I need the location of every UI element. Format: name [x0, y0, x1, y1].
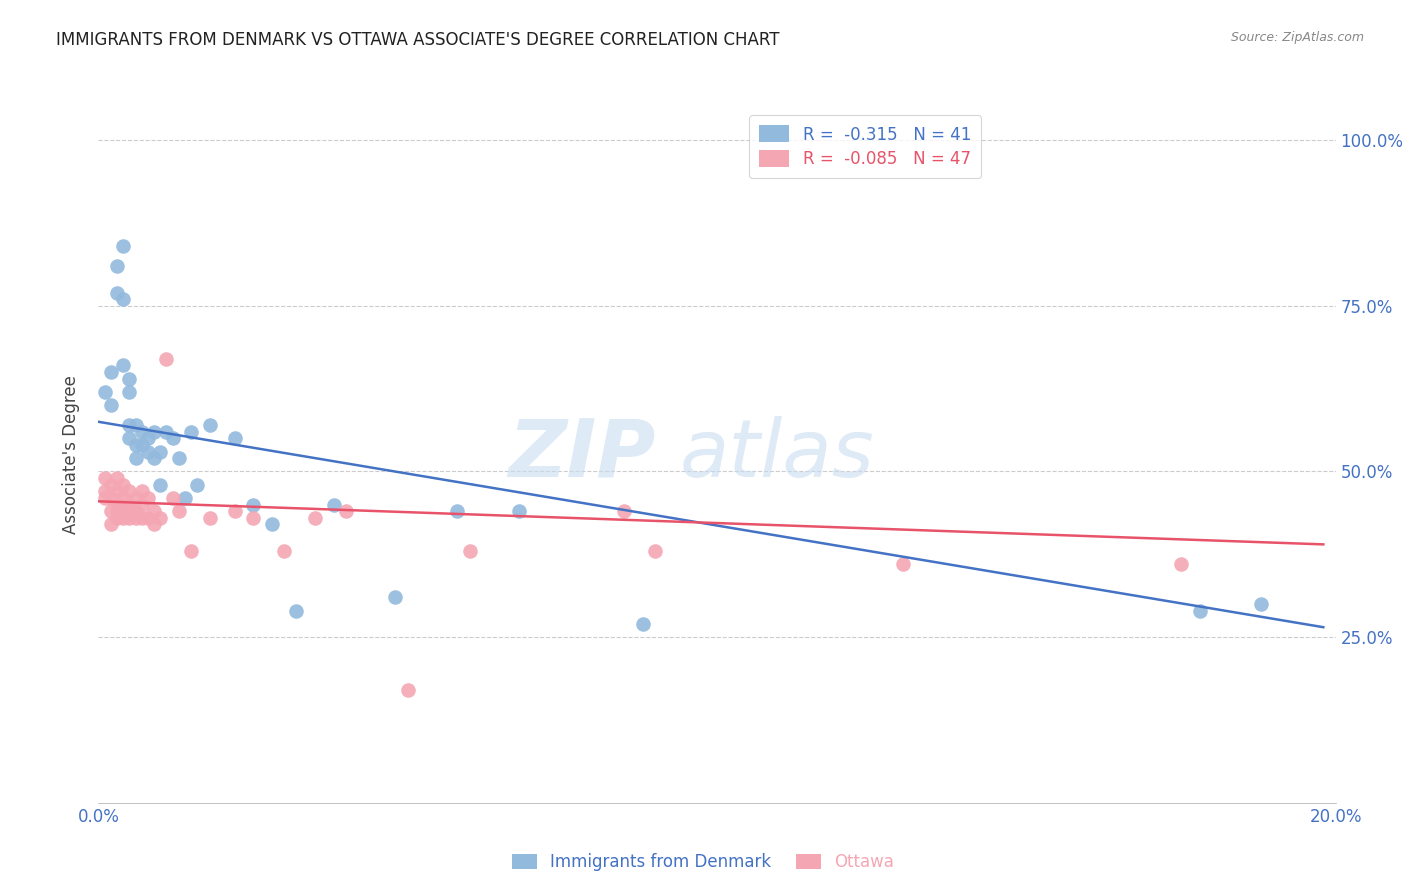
Point: [105, 471, 128, 485]
Point: [112, 292, 135, 306]
Point: [124, 511, 146, 525]
Point: [112, 491, 135, 505]
Y-axis label: Associate's Degree: Associate's Degree: [62, 376, 80, 534]
Point: [458, 544, 481, 558]
Point: [124, 418, 146, 433]
Text: IMMIGRANTS FROM DENMARK VS OTTAWA ASSOCIATE'S DEGREE CORRELATION CHART: IMMIGRANTS FROM DENMARK VS OTTAWA ASSOCI…: [56, 31, 780, 49]
Point: [242, 511, 264, 525]
Point: [136, 511, 159, 525]
Point: [180, 544, 202, 558]
Point: [105, 484, 128, 499]
Point: [162, 491, 184, 505]
Point: [118, 498, 141, 512]
Point: [131, 425, 153, 439]
Point: [105, 511, 128, 525]
Point: [242, 498, 264, 512]
Point: [891, 558, 914, 572]
Text: ZIP: ZIP: [508, 416, 655, 494]
Point: [1188, 604, 1211, 618]
Point: [118, 384, 141, 399]
Point: [112, 359, 135, 373]
Point: [131, 438, 153, 452]
Point: [304, 511, 326, 525]
Point: [384, 591, 406, 605]
Point: [131, 498, 153, 512]
Point: [93, 471, 115, 485]
Point: [93, 484, 115, 499]
Point: [112, 477, 135, 491]
Point: [112, 498, 135, 512]
Point: [143, 517, 166, 532]
Point: [112, 511, 135, 525]
Point: [136, 491, 159, 505]
Text: atlas: atlas: [681, 416, 875, 494]
Point: [1250, 597, 1272, 611]
Point: [93, 491, 115, 505]
Point: [124, 451, 146, 466]
Point: [285, 604, 308, 618]
Point: [149, 477, 172, 491]
Point: [155, 351, 177, 366]
Point: [131, 511, 153, 525]
Point: [93, 384, 115, 399]
Point: [162, 431, 184, 445]
Point: [112, 239, 135, 253]
Point: [118, 372, 141, 386]
Point: [136, 431, 159, 445]
Point: [335, 504, 357, 518]
Point: [149, 444, 172, 458]
Point: [224, 431, 246, 445]
Point: [100, 398, 122, 412]
Point: [198, 418, 221, 433]
Point: [100, 477, 122, 491]
Point: [149, 511, 172, 525]
Point: [167, 451, 190, 466]
Point: [167, 504, 190, 518]
Point: [322, 498, 344, 512]
Point: [100, 491, 122, 505]
Point: [105, 259, 128, 273]
Point: [446, 504, 468, 518]
Point: [124, 491, 146, 505]
Point: [105, 285, 128, 300]
Point: [180, 425, 202, 439]
Point: [118, 431, 141, 445]
Point: [118, 484, 141, 499]
Point: [273, 544, 295, 558]
Point: [124, 504, 146, 518]
Point: [508, 504, 530, 518]
Point: [224, 504, 246, 518]
Point: [644, 544, 666, 558]
Point: [100, 517, 122, 532]
Point: [118, 418, 141, 433]
Point: [100, 504, 122, 518]
Point: [198, 511, 221, 525]
Point: [118, 511, 141, 525]
Point: [631, 616, 654, 631]
Point: [105, 498, 128, 512]
Legend: R =  -0.315   N = 41, R =  -0.085   N = 47: R = -0.315 N = 41, R = -0.085 N = 47: [749, 115, 981, 178]
Text: Source: ZipAtlas.com: Source: ZipAtlas.com: [1230, 31, 1364, 45]
Point: [260, 517, 283, 532]
Point: [124, 438, 146, 452]
Point: [136, 444, 159, 458]
Legend: Immigrants from Denmark, Ottawa: Immigrants from Denmark, Ottawa: [503, 845, 903, 880]
Point: [613, 504, 636, 518]
Point: [131, 484, 153, 499]
Point: [186, 477, 208, 491]
Point: [174, 491, 197, 505]
Point: [100, 365, 122, 379]
Point: [1170, 558, 1192, 572]
Point: [118, 504, 141, 518]
Point: [143, 504, 166, 518]
Point: [143, 425, 166, 439]
Point: [155, 425, 177, 439]
Point: [396, 683, 419, 698]
Point: [105, 504, 128, 518]
Point: [143, 451, 166, 466]
